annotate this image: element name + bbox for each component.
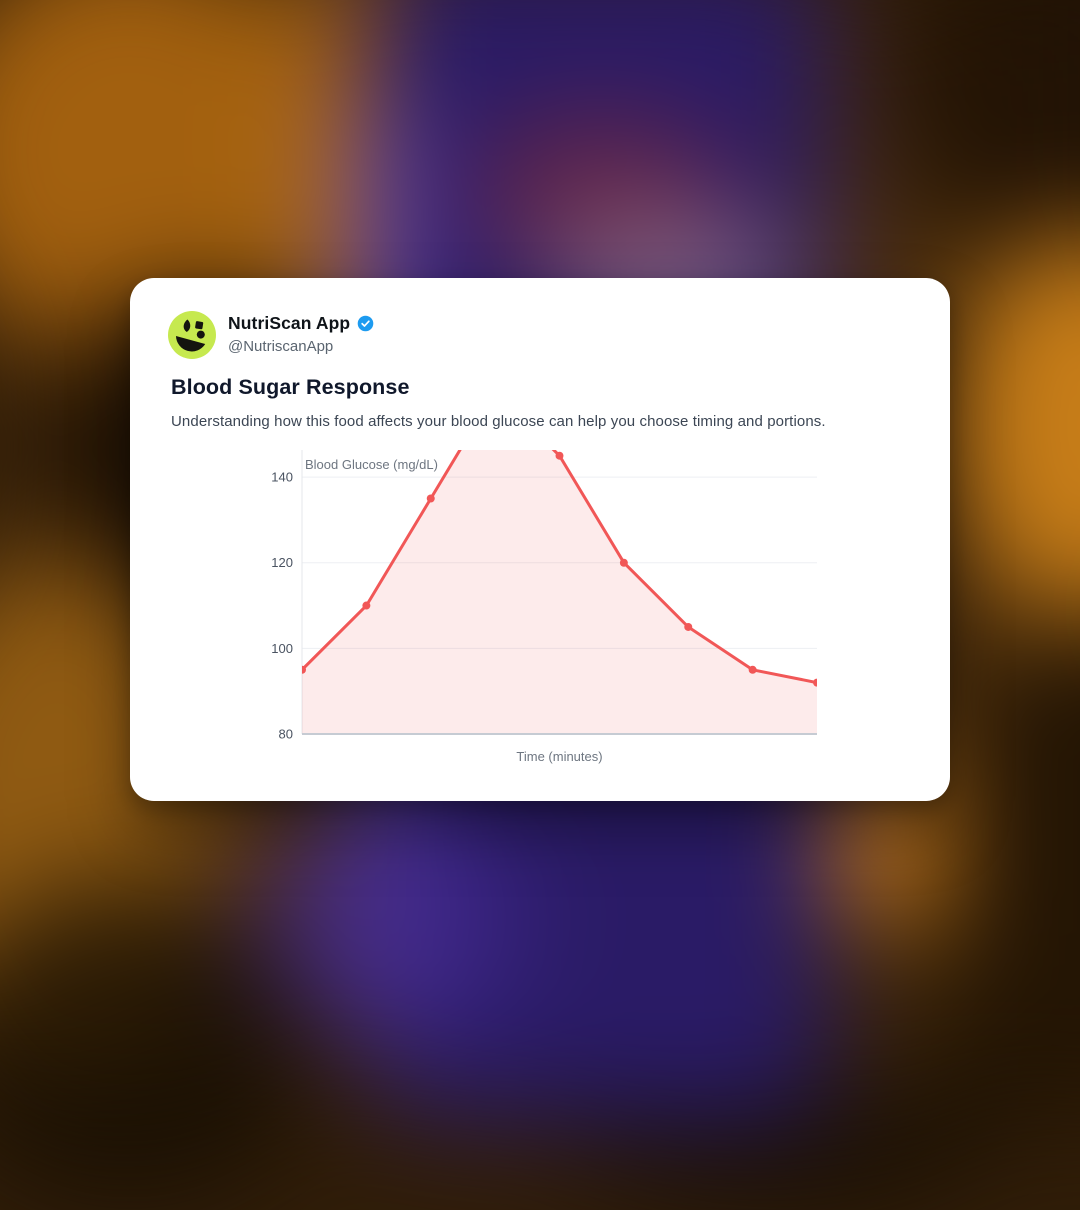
leaf-glyph [183, 319, 191, 332]
data-point-dot[interactable] [362, 601, 371, 610]
y-tick-label: 140 [271, 470, 293, 485]
data-point-dot[interactable] [619, 558, 628, 567]
nutriscan-logo-avatar[interactable] [168, 311, 216, 359]
post-description: Understanding how this food affects your… [171, 413, 826, 430]
author-name[interactable]: NutriScan App [228, 313, 351, 333]
verified-badge-icon [357, 315, 374, 332]
data-point-dot[interactable] [555, 451, 564, 460]
chart-area-fill [302, 450, 817, 734]
data-point-dot[interactable] [298, 665, 306, 674]
x-axis-label: Time (minutes) [516, 749, 602, 764]
author-handle[interactable]: @NutriscanApp [228, 338, 334, 355]
data-point-dot[interactable] [426, 494, 435, 503]
y-tick-label: 100 [271, 641, 293, 656]
data-point-dot[interactable] [748, 665, 757, 674]
dot-glyph [196, 330, 205, 339]
smile-glyph [176, 336, 206, 352]
y-tick-label: 80 [279, 727, 293, 742]
chart-title-label: Blood Glucose (mg/dL) [305, 457, 438, 472]
blood-glucose-chart: 140 120 100 80 Blood Glucose (mg/dL) Time (mi… [265, 448, 840, 770]
data-point-dot[interactable] [813, 678, 821, 687]
glucose-chart-svg: 140 120 100 80 Blood Glucose (mg/dL) Time (mi… [271, 450, 821, 764]
post-header: NutriScan App @NutriscanApp [228, 313, 374, 355]
post-title: Blood Sugar Response [171, 375, 410, 399]
background-blob [250, 800, 530, 1040]
data-point-dot[interactable] [684, 622, 693, 631]
y-tick-label: 120 [271, 555, 293, 570]
square-glyph [195, 321, 204, 330]
post-card: NutriScan App @NutriscanApp Blood Sugar … [130, 278, 950, 801]
